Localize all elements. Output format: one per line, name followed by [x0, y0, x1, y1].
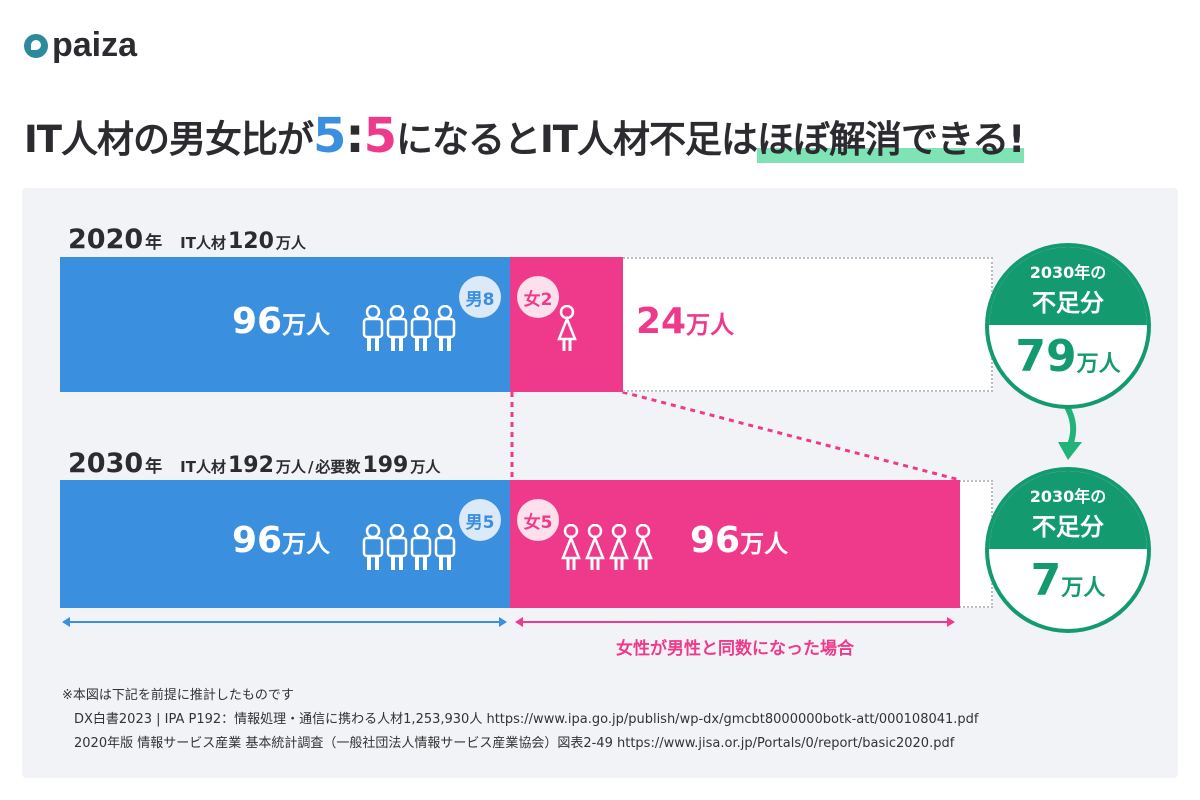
year-label-num1: 120 — [227, 229, 274, 254]
female-person-icon — [633, 524, 653, 570]
note-header: ※本図は下記を前提に推計したものです — [62, 688, 294, 703]
male-person-icon — [434, 304, 456, 351]
year-label-label1: IT人材 — [180, 458, 226, 476]
ratio-left: 5 — [313, 108, 346, 164]
shortage-title: 不足分 — [1032, 513, 1104, 541]
female-bar — [510, 480, 960, 608]
year-label-sep: / — [307, 458, 314, 476]
shortage-header: 2030年の不足分 — [989, 471, 1147, 549]
male-people-icons — [362, 524, 456, 572]
female-person-icon — [561, 524, 581, 570]
year-label-num1: 192 — [227, 453, 274, 478]
year-label-year: 2030 — [68, 448, 144, 479]
down-arrowhead — [1058, 442, 1082, 460]
year-label-unit2: 万人 — [410, 458, 441, 476]
headline-highlight: ほぼ解消できる! — [757, 109, 1025, 163]
ratio-colon: : — [345, 108, 364, 164]
year-label: 2030 年 IT人材 192 万人 / 必要数 199 万人 — [68, 448, 440, 479]
male-ratio-badge: 男5 — [459, 499, 501, 541]
female-ratio-badge: 女2 — [517, 276, 559, 318]
female-person-icon — [585, 524, 605, 570]
female-value: 24万人 — [636, 300, 735, 342]
male-value: 96万人 — [232, 300, 331, 342]
year-label-year: 2020 — [68, 224, 144, 255]
year-label-num2: 199 — [362, 453, 409, 478]
note-source-1: DX白書2023 | IPA P192：情報処理・通信に携わる人材1,253,9… — [74, 712, 979, 727]
year-label-unit1: 万人 — [275, 458, 306, 476]
male-person-icon — [362, 524, 384, 570]
year-label-nen: 年 — [145, 233, 163, 253]
male-ratio-badge: 男8 — [459, 276, 501, 318]
headline-part1: IT人材の男女比が — [24, 118, 314, 161]
female-person-icon — [609, 524, 629, 570]
year-label-label2: 必要数 — [315, 458, 361, 476]
headline-part2: になるとIT人材不足は — [396, 118, 758, 161]
shortage-year: 2030年の — [1029, 487, 1107, 506]
year-label-label1: IT人材 — [180, 234, 226, 252]
male-person-icon — [434, 524, 456, 570]
female-value: 96万人 — [690, 520, 789, 561]
paiza-logo-icon — [24, 33, 48, 58]
year-label: 2020 年 IT人材 120 万人 — [68, 224, 314, 255]
paiza-logo: paiza — [24, 26, 137, 65]
female-people-icons — [560, 524, 654, 572]
shortage-title: 不足分 — [1032, 289, 1104, 317]
male-people-icons — [362, 304, 456, 353]
year-label-unit1: 万人 — [275, 234, 306, 252]
female-person-icon — [557, 304, 577, 351]
female-people-icons — [556, 304, 578, 353]
male-person-icon — [362, 304, 384, 351]
shortage-circle: 2030年の不足分 7万人 — [985, 467, 1151, 633]
male-value: 96万人 — [232, 520, 331, 561]
shortage-amount: 7万人 — [1030, 555, 1106, 606]
male-person-icon — [410, 304, 432, 351]
shortage-amount: 79万人 — [1015, 331, 1121, 382]
logo-text: paiza — [52, 26, 138, 64]
shortage-circle: 2030年の不足分 79万人 — [985, 243, 1151, 409]
male-person-icon — [410, 524, 432, 570]
male-person-icon — [386, 524, 408, 570]
connector-right — [622, 390, 961, 482]
male-person-icon — [386, 304, 408, 351]
female-ratio-badge: 女5 — [517, 499, 559, 541]
shortage-year: 2030年の — [1029, 263, 1107, 282]
note-source-2: 2020年版 情報サービス産業 基本統計調査（一般社団法人情報サービス産業協会）… — [74, 736, 955, 751]
year-label-nen: 年 — [145, 457, 163, 477]
ratio-right: 5 — [363, 108, 397, 164]
headline: IT人材の男女比が 5 : 5 になるとIT人材不足は ほぼ解消できる! — [24, 108, 1025, 164]
female-equal-annotation: 女性が男性と同数になった場合 — [616, 639, 854, 659]
shortage-header: 2030年の不足分 — [989, 247, 1147, 325]
